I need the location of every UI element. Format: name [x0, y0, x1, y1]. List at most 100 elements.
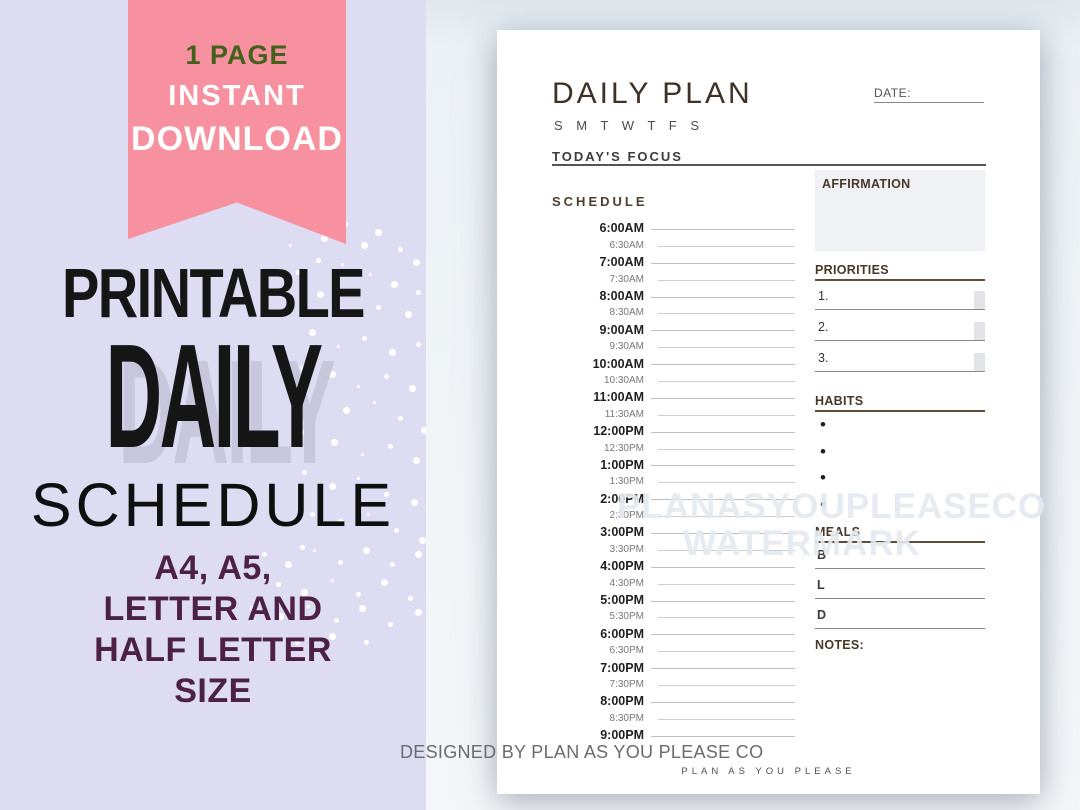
schedule-writein-line [651, 499, 795, 501]
schedule-time-label: 6:30PM [609, 645, 644, 657]
schedule-writein-line [658, 651, 795, 653]
schedule-row: 7:00AM [552, 254, 795, 271]
schedule-time-label: 8:30AM [609, 307, 644, 319]
meals-rows: B L D [815, 543, 985, 633]
schedule-row: 8:00AM [552, 288, 795, 305]
priority-writein-line [815, 309, 985, 310]
schedule-row: 11:30AM [552, 406, 795, 423]
meal-writein-line [815, 628, 985, 629]
schedule-row: 10:30AM [552, 372, 795, 389]
meal-letter: B [817, 548, 827, 562]
priority-writein-line [815, 371, 985, 372]
schedule-row: 5:00PM [552, 592, 795, 609]
schedule-row: 7:30PM [552, 676, 795, 693]
schedule-row: 10:00AM [552, 355, 795, 372]
schedule-writein-line [651, 431, 795, 433]
schedule-writein-line [651, 600, 795, 602]
schedule-time-label: 1:00PM [600, 457, 644, 472]
schedule-writein-line [658, 718, 795, 720]
meals-label: MEALS [815, 525, 861, 539]
schedule-row: 8:30AM [552, 304, 795, 321]
schedule-writein-line [658, 448, 795, 450]
white-dots-decoration [0, 0, 5, 5]
priority-number: 3. [818, 351, 829, 365]
weekday-initials: S M T W T F S [554, 118, 704, 133]
notes-label: NOTES: [815, 638, 865, 652]
schedule-time-label: 3:00PM [600, 525, 644, 540]
priorities-rows: 1. 2. 3. [815, 286, 985, 379]
schedule-time-label: 2:30PM [609, 510, 644, 522]
designed-by-credit: DESIGNED BY PLAN AS YOU PLEASE CO [400, 742, 764, 762]
date-writein-line [874, 102, 984, 103]
schedule-row: 6:00PM [552, 625, 795, 642]
schedule-time-label: 11:30AM [604, 408, 644, 420]
affirmation-box: AFFIRMATION [815, 170, 985, 251]
meal-row: B [815, 543, 985, 573]
schedule-row: 3:30PM [552, 541, 795, 558]
schedule-writein-line [651, 330, 795, 332]
schedule-row: 7:00PM [552, 659, 795, 676]
affirmation-label: AFFIRMATION [822, 177, 911, 191]
sizes-line-3: HALF LETTER [94, 631, 332, 669]
schedule-row: 1:00PM [552, 456, 795, 473]
schedule-writein-line [651, 566, 795, 568]
schedule-row: 6:30PM [552, 642, 795, 659]
left-promo-panel: 1 PAGE INSTANT DOWNLOAD PRINTABLE DAILY … [0, 0, 426, 810]
instant-download-ribbon-badge: 1 PAGE INSTANT DOWNLOAD [128, 0, 346, 244]
date-label: DATE: [874, 86, 911, 100]
priority-writein-line [815, 340, 985, 341]
schedule-writein-line [651, 397, 795, 399]
priority-checkbox [974, 322, 985, 340]
badge-line-pages: 1 PAGE [185, 40, 289, 70]
meal-letter: D [817, 608, 827, 622]
schedule-row: 2:00PM [552, 490, 795, 507]
headline-printable: PRINTABLE [62, 254, 365, 332]
planner-title: DAILY PLAN [552, 77, 753, 110]
schedule-writein-line [658, 347, 795, 349]
schedule-row: 4:00PM [552, 558, 795, 575]
schedule-time-label: 6:00AM [599, 221, 644, 236]
habit-bullet: • [820, 468, 826, 487]
schedule-row: 1:30PM [552, 473, 795, 490]
schedule-writein-line [651, 465, 795, 467]
schedule-row: 4:30PM [552, 575, 795, 592]
schedule-writein-line [651, 701, 795, 703]
schedule-writein-line [651, 228, 795, 230]
schedule-time-label: 7:30PM [609, 678, 644, 690]
schedule-time-label: 8:00AM [599, 289, 644, 303]
schedule-time-label: 12:30PM [603, 442, 644, 454]
todays-focus-line [552, 164, 986, 166]
schedule-writein-line [651, 364, 795, 366]
schedule-writein-line [658, 380, 795, 382]
schedule-rows: 6:00AM 6:30AM 7:00AM 7:30AM 8:00AM 8:30AM 9:00… [552, 220, 795, 744]
schedule-writein-line [658, 414, 795, 416]
paper-brand-footer: PLAN AS YOU PLEASE [681, 766, 856, 777]
schedule-time-label: 8:00PM [600, 694, 644, 709]
priority-checkbox [974, 353, 985, 371]
schedule-time-label: 10:30AM [603, 374, 644, 386]
priority-number: 1. [818, 289, 829, 303]
planner-page-mockup: DAILY PLAN S M T W T F S DATE: TODAY'S F… [497, 30, 1045, 794]
schedule-time-label: 1:30PM [609, 476, 644, 488]
schedule-time-label: 9:00PM [600, 728, 644, 743]
schedule-time-label: 7:00AM [599, 255, 644, 270]
schedule-time-label: 5:00PM [600, 593, 644, 608]
meals-rule [815, 541, 985, 543]
schedule-time-label: 7:30AM [609, 273, 644, 285]
schedule-time-label: 9:30AM [609, 341, 644, 353]
headline-daily: DAILY [105, 314, 324, 479]
priorities-rule [815, 279, 985, 281]
schedule-writein-line [658, 583, 795, 585]
schedule-writein-line [651, 262, 795, 264]
schedule-row: 8:30PM [552, 710, 795, 727]
priority-number: 2. [818, 320, 829, 334]
schedule-writein-line [658, 617, 795, 619]
sizes-line-4: SIZE [174, 672, 252, 710]
habit-bullet: • [820, 494, 826, 514]
schedule-row: 12:00PM [552, 423, 795, 440]
meal-row: L [815, 573, 985, 603]
habit-bullet: • [820, 441, 826, 461]
schedule-row: 6:30AM [552, 237, 795, 254]
schedule-writein-line [658, 313, 795, 315]
